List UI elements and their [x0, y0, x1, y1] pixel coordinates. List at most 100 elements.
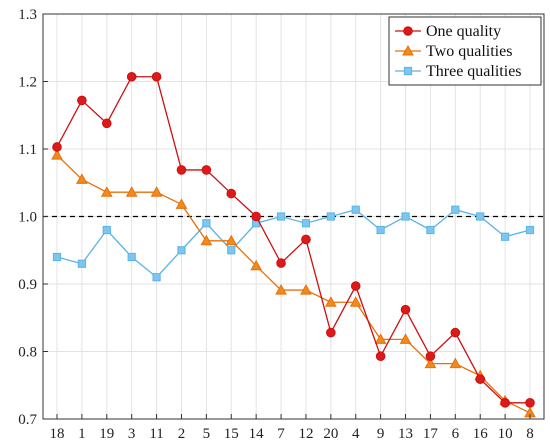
legend-label: One quality — [426, 23, 501, 40]
x-tick-label: 16 — [473, 426, 489, 442]
data-point — [449, 357, 462, 369]
x-tick-label: 3 — [128, 426, 136, 442]
data-point — [500, 398, 510, 408]
x-tick-label: 5 — [203, 426, 211, 442]
data-point — [226, 188, 237, 199]
data-point — [176, 165, 187, 175]
data-point — [400, 304, 411, 315]
data-point — [475, 374, 486, 384]
y-tick-label: 0.8 — [18, 345, 37, 361]
x-tick-label: 19 — [99, 426, 114, 442]
series-2 — [52, 205, 535, 282]
x-tick-label: 18 — [50, 426, 65, 442]
series-1 — [51, 149, 536, 418]
y-axis-ticks: 0.7 0.8 0.9 1.0 1.1 1.2 1.3 — [18, 7, 48, 428]
y-tick-label: 1.3 — [18, 7, 37, 23]
data-point — [100, 186, 113, 197]
data-point — [227, 246, 236, 255]
x-tick-label: 8 — [526, 426, 534, 442]
data-point — [200, 234, 213, 246]
data-point — [177, 246, 186, 255]
data-point — [76, 173, 88, 184]
y-tick-label: 1.2 — [18, 75, 37, 91]
data-point — [225, 234, 238, 246]
y-tick-label: 0.9 — [18, 277, 37, 293]
legend-swatch-marker — [403, 66, 413, 76]
data-point — [251, 211, 261, 222]
data-point — [152, 273, 161, 282]
x-tick-label: 6 — [452, 426, 460, 442]
data-point — [77, 259, 86, 268]
data-point — [401, 212, 410, 221]
data-point — [351, 205, 360, 214]
series-line — [56, 209, 531, 279]
x-tick-label: 11 — [149, 426, 163, 442]
x-tick-label: 9 — [377, 426, 385, 442]
legend-swatch-marker — [403, 26, 413, 36]
data-point — [350, 281, 361, 291]
data-point — [275, 284, 287, 295]
data-point — [349, 296, 362, 307]
y-tick-label: 0.7 — [18, 412, 37, 428]
data-point — [126, 71, 137, 82]
legend-label: Three qualities — [426, 63, 522, 80]
data-point — [399, 333, 412, 344]
legend-label: Two qualities — [426, 43, 512, 60]
x-tick-label: 14 — [249, 426, 265, 442]
data-point — [125, 186, 138, 197]
y-tick-label: 1.0 — [18, 210, 37, 226]
data-point — [150, 186, 163, 197]
data-point — [276, 212, 286, 221]
data-point — [374, 333, 387, 344]
x-tick-label: 17 — [423, 426, 439, 442]
data-point — [424, 357, 437, 369]
data-point — [476, 212, 485, 221]
data-point — [250, 259, 263, 271]
data-point — [425, 351, 436, 362]
data-point — [52, 252, 62, 262]
x-tick-label: 2 — [178, 426, 186, 442]
data-point — [451, 205, 460, 214]
data-point — [101, 118, 112, 129]
data-point — [326, 212, 335, 221]
data-point — [525, 225, 535, 235]
data-point — [276, 258, 286, 268]
data-point — [301, 219, 311, 228]
x-tick-label: 20 — [323, 426, 338, 442]
data-point — [77, 95, 87, 106]
data-point — [127, 252, 136, 262]
data-point — [202, 219, 211, 228]
data-point — [525, 398, 535, 408]
series-line — [56, 154, 531, 414]
data-point — [300, 284, 312, 295]
x-axis-ticks: 18 1 19 3 11 2 5 15 14 7 12 20 4 9 13 17 6 16 10 8 — [50, 414, 534, 442]
data-point — [501, 232, 510, 241]
data-point — [151, 71, 162, 82]
data-point — [102, 225, 111, 235]
data-point — [175, 198, 188, 209]
data-point — [375, 351, 386, 362]
y-tick-label: 1.1 — [18, 142, 37, 158]
x-tick-label: 10 — [498, 426, 513, 442]
data-point — [301, 234, 311, 245]
data-point — [450, 327, 461, 338]
data-point — [52, 142, 62, 152]
x-tick-label: 7 — [277, 426, 285, 442]
data-point — [51, 149, 63, 160]
data-point — [324, 296, 337, 307]
x-tick-label: 15 — [224, 426, 239, 442]
x-tick-label: 13 — [398, 426, 413, 442]
series-line — [56, 76, 530, 404]
series-group — [51, 71, 536, 418]
data-point — [426, 225, 435, 235]
data-point — [326, 327, 336, 338]
data-point — [201, 165, 212, 175]
data-point — [376, 225, 385, 235]
x-tick-label: 4 — [352, 426, 360, 442]
legend: One quality Two qualities Three qualities — [388, 16, 542, 86]
legend-swatch-marker — [402, 44, 414, 56]
series-0 — [52, 71, 535, 408]
x-tick-label: 12 — [298, 426, 313, 442]
x-tick-label: 1 — [78, 426, 86, 442]
